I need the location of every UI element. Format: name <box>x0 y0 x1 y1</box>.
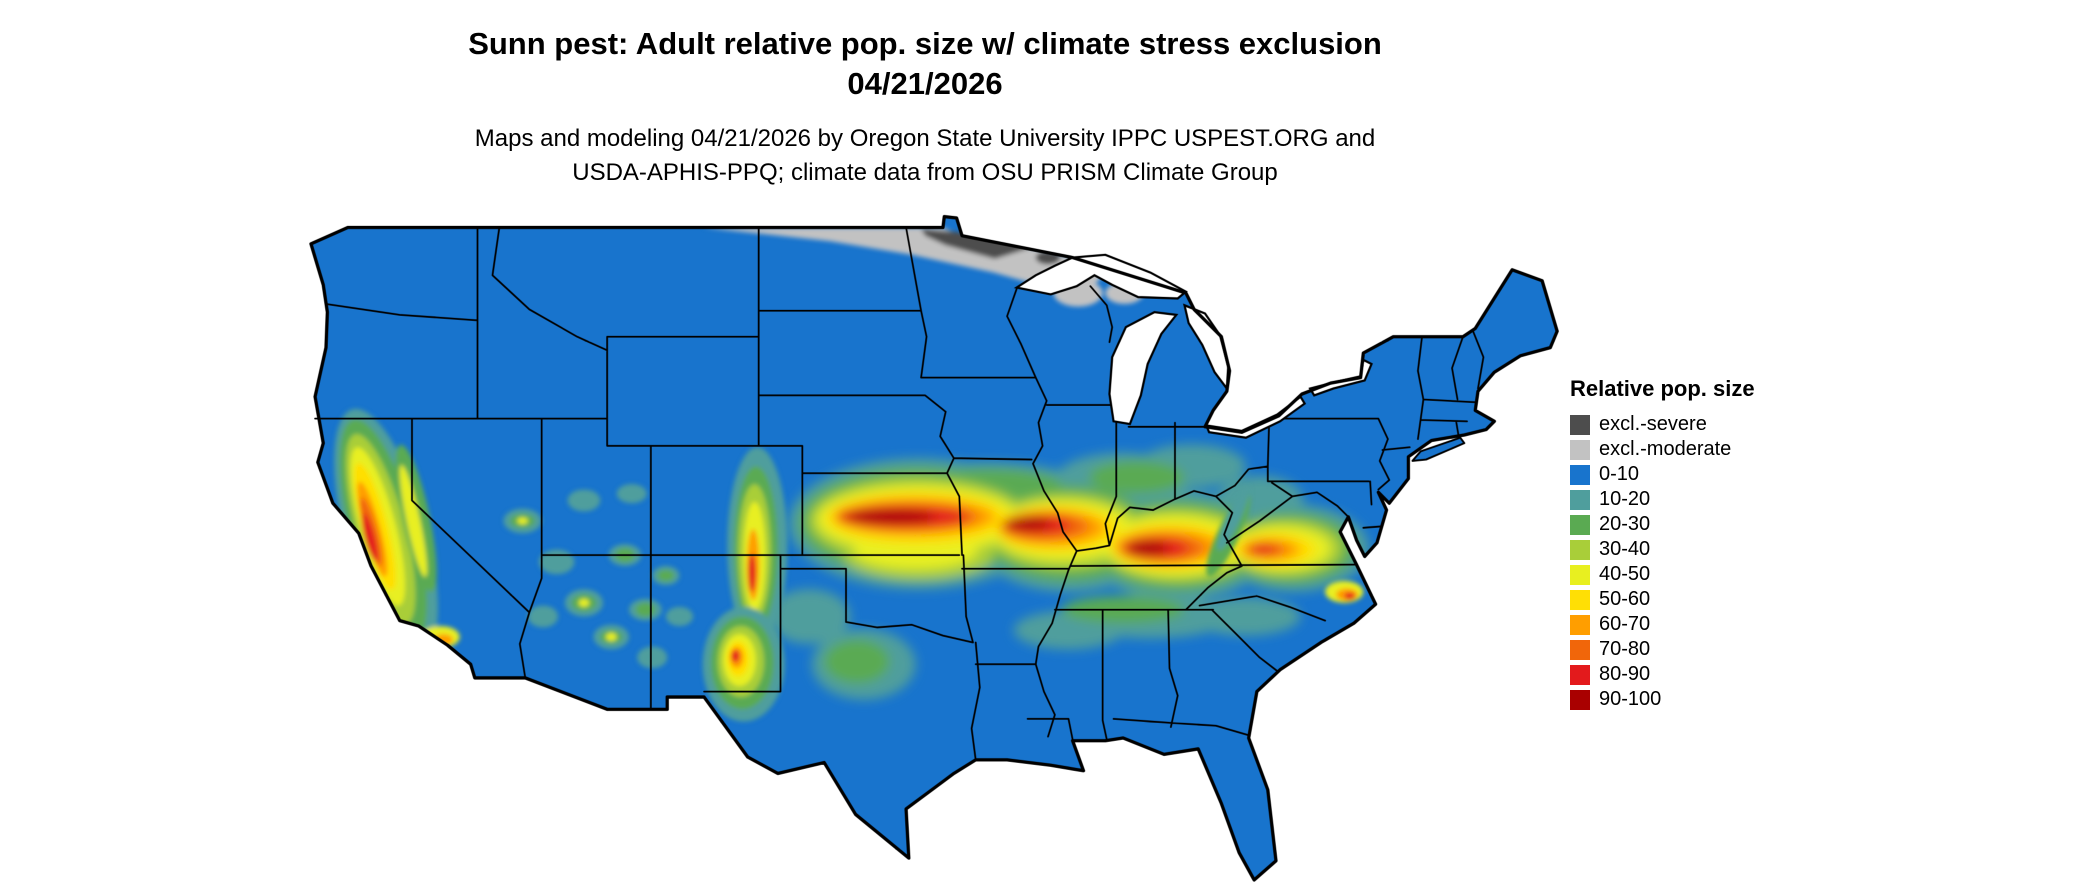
figure-title-line2: 04/21/2026 <box>847 66 1003 101</box>
legend-label: 10-20 <box>1599 488 1651 510</box>
legend-swatch <box>1570 639 1590 660</box>
figure-subtitle-line2: USDA-APHIS-PPQ; climate data from OSU PR… <box>572 159 1278 186</box>
legend-item: 30-40 <box>1570 537 1755 562</box>
legend-swatch <box>1570 564 1590 585</box>
legend-swatch <box>1570 489 1590 510</box>
legend-item: 90-100 <box>1570 687 1755 712</box>
raster-detail <box>334 227 1364 722</box>
legend-item: 40-50 <box>1570 562 1755 587</box>
legend-swatch <box>1570 589 1590 610</box>
legend-label: 0-10 <box>1599 463 1640 485</box>
legend-swatch <box>1570 664 1590 685</box>
legend-label: 60-70 <box>1599 613 1651 635</box>
legend-label: 20-30 <box>1599 513 1651 535</box>
state-borders <box>314 226 1485 761</box>
legend-label: 30-40 <box>1599 538 1651 560</box>
legend-item: 60-70 <box>1570 612 1755 637</box>
legend-swatch <box>1570 689 1590 710</box>
legend-item: excl.-moderate <box>1570 437 1755 462</box>
legend-label: 80-90 <box>1599 663 1651 685</box>
legend-items: excl.-severe excl.-moderate 0-10 10-20 20-30… <box>1570 412 1755 712</box>
lake-michigan <box>1108 310 1179 426</box>
legend-item: 70-80 <box>1570 637 1755 662</box>
lake-superior <box>1013 253 1188 300</box>
legend: Relative pop. size excl.-severe excl.-mod… <box>1570 376 1755 712</box>
legend-swatch <box>1570 464 1590 485</box>
us-map <box>309 214 1559 882</box>
legend-swatch <box>1570 414 1590 435</box>
legend-swatch <box>1570 614 1590 635</box>
long-island <box>1411 436 1466 462</box>
legend-item: 20-30 <box>1570 512 1755 537</box>
legend-label: excl.-moderate <box>1599 438 1732 460</box>
legend-swatch <box>1570 514 1590 535</box>
legend-label: excl.-severe <box>1599 413 1707 435</box>
figure-subtitle-line1: Maps and modeling 04/21/2026 by Oregon S… <box>474 125 1376 152</box>
legend-label: 70-80 <box>1599 638 1651 660</box>
legend-label: 50-60 <box>1599 588 1651 610</box>
figure-title-line1: Sunn pest: Adult relative pop. size w/ c… <box>468 26 1382 61</box>
legend-label: 40-50 <box>1599 563 1651 585</box>
legend-label: 90-100 <box>1599 688 1662 710</box>
legend-item: excl.-severe <box>1570 412 1755 437</box>
legend-item: 50-60 <box>1570 587 1755 612</box>
legend-item: 0-10 <box>1570 462 1755 487</box>
figure-subtitle: Maps and modeling 04/21/2026 by Oregon S… <box>0 122 1850 190</box>
legend-title: Relative pop. size <box>1570 376 1755 401</box>
legend-swatch <box>1570 439 1590 460</box>
figure-header: Sunn pest: Adult relative pop. size w/ c… <box>0 24 1850 190</box>
legend-swatch <box>1570 539 1590 560</box>
legend-item: 80-90 <box>1570 662 1755 687</box>
legend-item: 10-20 <box>1570 487 1755 512</box>
